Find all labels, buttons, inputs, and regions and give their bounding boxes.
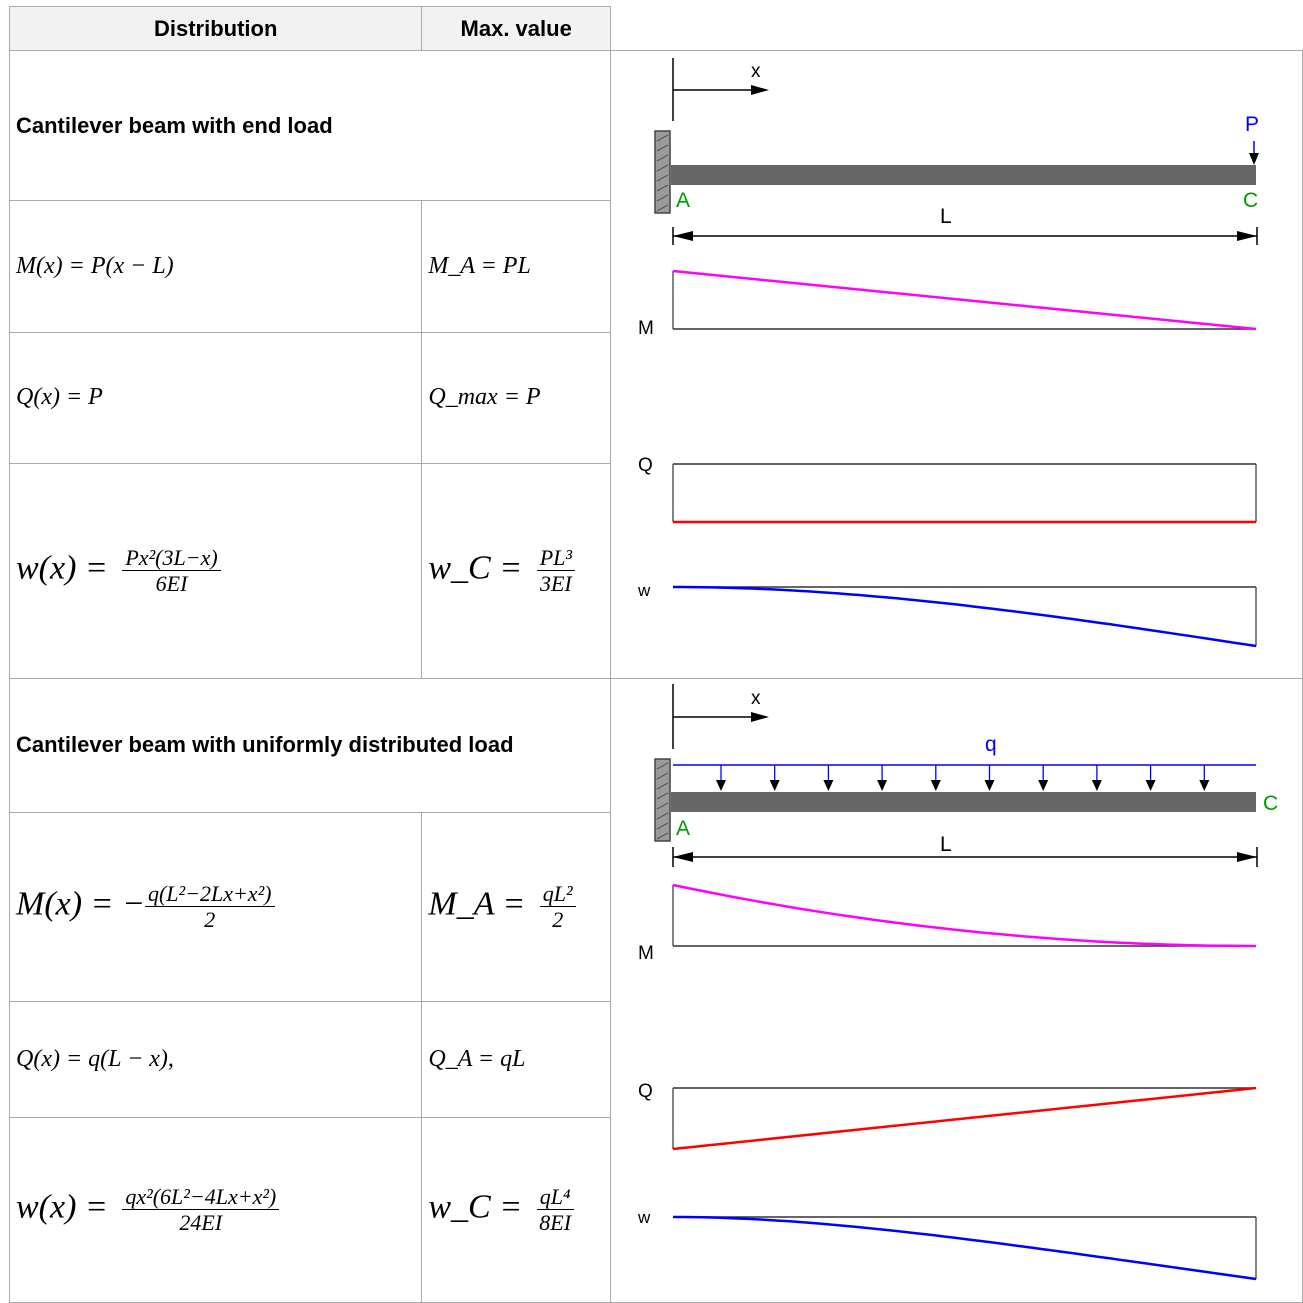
case1-deflection-formula: w(x) = Px²(3L−x) 6EI	[8, 462, 423, 680]
case1-deflection-max: w_C = PL³ 3EI	[421, 462, 611, 680]
case1-title: Cantilever beam with end load	[9, 49, 611, 202]
load-arrowhead-icon	[823, 780, 834, 791]
load-arrowhead-icon	[715, 780, 726, 791]
point-a-label: A	[676, 189, 690, 212]
beam-table: Distribution Max. value Cantilever beam …	[8, 6, 1303, 1303]
case2-shear-max: Q_A = qL	[421, 1001, 611, 1118]
x-arrowhead-icon	[750, 712, 769, 722]
wall-support-icon	[654, 758, 671, 842]
load-arrowhead-icon	[1199, 780, 1210, 791]
case2-shear-formula: Q(x) = q(L − x),	[8, 1001, 423, 1118]
distributed-load-arrows	[715, 765, 1210, 791]
point-load-arrowhead-icon	[1248, 153, 1259, 165]
case2-moment-formula: M(x) = − q(L²−2Lx+x²) 2	[8, 811, 423, 1003]
load-label: q	[985, 733, 997, 756]
header-row: Distribution Max. value	[8, 6, 1303, 51]
deflection-curve	[672, 1215, 1257, 1281]
load-arrowhead-icon	[769, 780, 780, 791]
load-arrowhead-icon	[1145, 780, 1156, 791]
x-label: x	[751, 688, 761, 709]
case1-diagram: x P A C L	[637, 58, 1259, 648]
deflection-axis-label: w	[637, 1208, 651, 1227]
length-label: L	[940, 205, 952, 228]
length-label: L	[940, 833, 952, 856]
load-arrowhead-icon	[877, 780, 888, 791]
case2-moment-max: M_A = qL² 2	[421, 811, 611, 1003]
moment-curve	[672, 269, 1257, 331]
shear-curve	[672, 1086, 1257, 1151]
case2-deflection-max: w_C = qL⁴ 8EI	[421, 1116, 611, 1303]
dimension-left-arrowhead-icon	[672, 852, 693, 862]
shear-axis-label: Q	[638, 1081, 653, 1102]
deflection-axis-label: w	[637, 581, 651, 600]
point-c-label: C	[1263, 792, 1278, 815]
case2-diagram: x q A C L M	[637, 684, 1278, 1281]
x-label: x	[751, 61, 761, 82]
beam	[670, 792, 1256, 812]
dimension-right-arrowhead-icon	[1236, 231, 1257, 241]
point-c-label: C	[1243, 189, 1258, 212]
load-arrowhead-icon	[1038, 780, 1049, 791]
header-max-value: Max. value	[421, 6, 611, 51]
deflection-curve	[672, 585, 1257, 648]
header-diagram	[609, 6, 1303, 51]
load-arrowhead-icon	[984, 780, 995, 791]
case1-moment-max: M_A = PL	[421, 200, 611, 333]
load-label: P	[1245, 113, 1259, 136]
point-a-label: A	[676, 817, 690, 840]
case1-shear-max: Q_max = P	[421, 331, 611, 464]
beam	[670, 165, 1256, 185]
case1-moment-formula: M(x) = P(x − L)	[8, 200, 423, 333]
case2-diagram-cell: x q A C L M	[609, 678, 1303, 1303]
case1-diagram-cell: x P A C L	[609, 50, 1303, 679]
dimension-right-arrowhead-icon	[1236, 852, 1257, 862]
moment-axis-label: M	[638, 943, 654, 964]
case2-deflection-formula: w(x) = qx²(6L²−4Lx+x²) 24EI	[8, 1116, 423, 1303]
x-arrowhead-icon	[750, 85, 769, 95]
load-arrowhead-icon	[1091, 780, 1102, 791]
moment-axis-label: M	[638, 318, 654, 339]
shear-axis-label: Q	[638, 455, 653, 476]
wall-support-icon	[654, 130, 671, 214]
case1-shear-formula: Q(x) = P	[8, 331, 423, 464]
moment-curve	[672, 883, 1256, 948]
case2-title: Cantilever beam with uniformly distribut…	[9, 678, 611, 813]
dimension-left-arrowhead-icon	[672, 231, 693, 241]
header-distribution: Distribution	[8, 6, 423, 51]
load-arrowhead-icon	[930, 780, 941, 791]
